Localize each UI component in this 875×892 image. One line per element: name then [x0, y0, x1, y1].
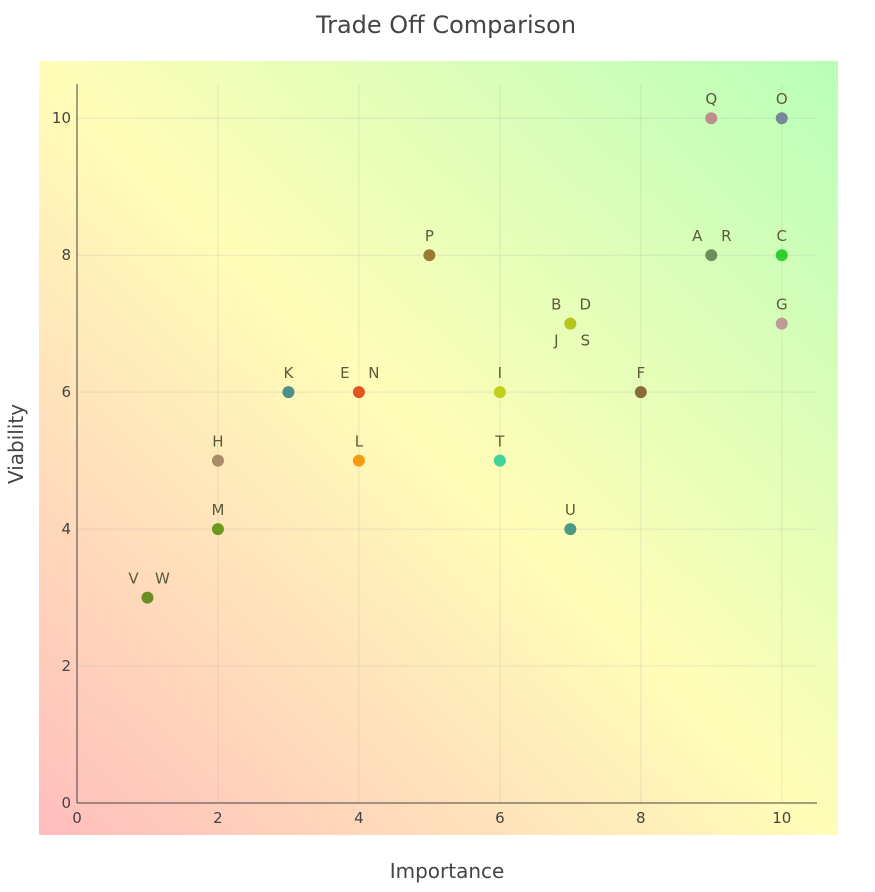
y-tick-label: 0: [61, 794, 71, 812]
data-point: [634, 386, 647, 399]
data-point: [493, 454, 506, 467]
point-label: U: [565, 501, 576, 519]
point-label: B: [551, 296, 561, 314]
point-label: L: [355, 433, 364, 451]
y-tick-label: 4: [61, 520, 71, 538]
point-label: M: [211, 501, 224, 519]
data-point: [141, 591, 154, 604]
x-tick-label: 8: [636, 809, 646, 827]
data-point: [423, 249, 436, 262]
data-point: [282, 386, 295, 399]
x-tick-label: 0: [72, 809, 82, 827]
point-label: F: [636, 364, 645, 382]
x-tick-label: 10: [772, 809, 791, 827]
point-label: E: [340, 364, 349, 382]
data-points: [141, 112, 788, 604]
data-point: [775, 249, 788, 262]
data-point: [211, 523, 224, 536]
chart-title: Trade Off Comparison: [315, 11, 576, 39]
x-axis-title: Importance: [390, 859, 505, 883]
point-label: N: [368, 364, 379, 382]
point-label: A: [692, 227, 703, 245]
x-tick-label: 4: [354, 809, 364, 827]
x-tick-label: 2: [213, 809, 223, 827]
point-label: V: [128, 570, 139, 588]
tick-labels: 0 2 4 6 8 10 0 2 4 6 8 10: [52, 109, 791, 827]
data-point: [211, 454, 224, 467]
point-label: H: [212, 433, 223, 451]
point-label: K: [284, 364, 295, 382]
point-label: I: [498, 364, 502, 382]
plot-background: [39, 61, 838, 835]
y-tick-label: 2: [61, 657, 71, 675]
point-label: W: [155, 570, 170, 588]
data-point: [705, 112, 718, 125]
point-label: C: [777, 227, 787, 245]
point-label: Q: [705, 90, 717, 108]
y-tick-label: 8: [61, 246, 71, 264]
data-point: [352, 386, 365, 399]
point-label: J: [553, 332, 558, 350]
point-labels: Q O P A R C B D J S G K E N I F H L T M U V W: [128, 90, 787, 587]
x-tick-label: 6: [495, 809, 505, 827]
point-label: D: [580, 296, 592, 314]
point-label: R: [721, 227, 731, 245]
grid: [77, 84, 817, 803]
y-tick-label: 6: [61, 383, 71, 401]
point-label: G: [776, 296, 788, 314]
data-point: [775, 112, 788, 125]
data-point: [493, 386, 506, 399]
data-point: [705, 249, 718, 262]
data-point: [352, 454, 365, 467]
data-point: [564, 317, 577, 330]
data-point: [775, 317, 788, 330]
point-label: T: [494, 433, 505, 451]
point-label: P: [425, 227, 434, 245]
point-label: O: [776, 90, 788, 108]
data-point: [564, 523, 577, 536]
y-axis-title: Viability: [4, 404, 28, 484]
point-label: S: [581, 332, 591, 350]
y-tick-label: 10: [52, 109, 71, 127]
